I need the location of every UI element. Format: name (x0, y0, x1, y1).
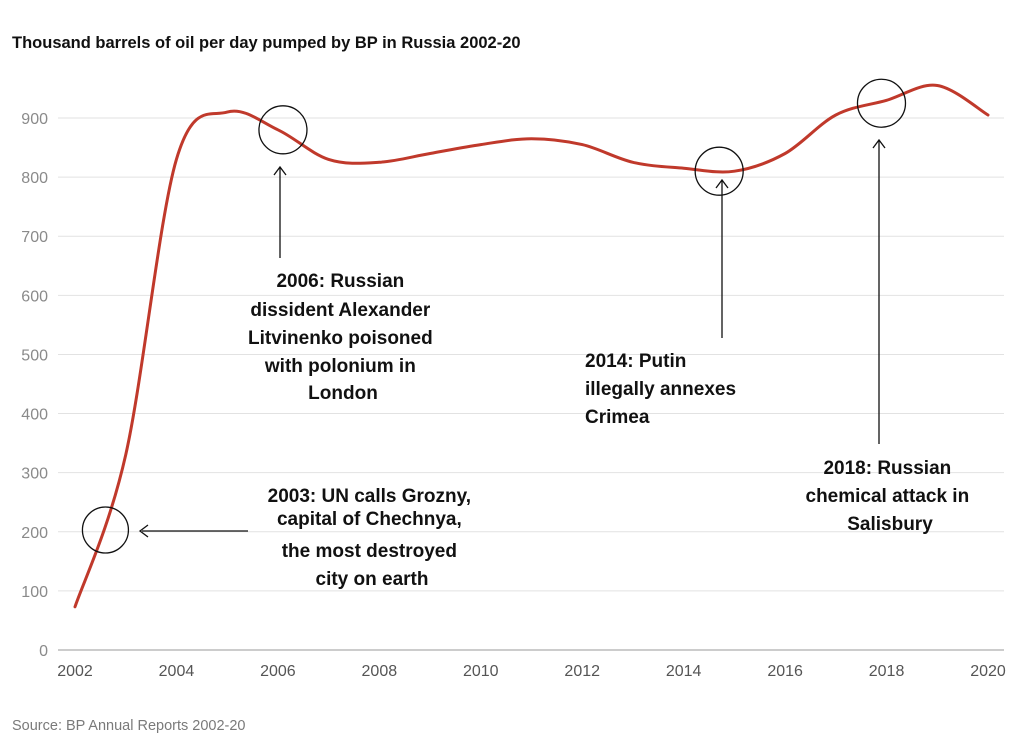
y-tick-label: 0 (39, 643, 48, 660)
annotation-circle-2003 (81, 506, 130, 554)
annotation-line: capital of Chechnya, (277, 509, 462, 530)
annotation-line: with polonium in (264, 356, 416, 377)
annotation-line: 2006: Russian (276, 271, 404, 292)
y-tick-label: 600 (21, 288, 48, 305)
annotation-2018: 2018: Russian chemical attack in Salisbu… (806, 78, 975, 535)
annotation-line: Salisbury (847, 514, 933, 535)
annotation-line: London (308, 383, 378, 404)
x-tick-label: 2016 (767, 663, 803, 680)
annotation-line: the most destroyed (282, 541, 457, 562)
annotation-line: 2003: UN calls Grozny, (268, 486, 471, 507)
annotation-line: dissident Alexander (250, 300, 430, 321)
arrowhead-icon (715, 178, 729, 189)
annotation-2014: 2014: Putin illegally annexes Crimea (585, 146, 744, 428)
y-tick-label: 800 (21, 170, 48, 187)
x-tick-label: 2010 (463, 663, 499, 680)
y-tick-label: 100 (21, 584, 48, 601)
x-tick-label: 2004 (159, 663, 195, 680)
annotation-line: city on earth (316, 569, 429, 590)
x-tick-label: 2018 (869, 663, 905, 680)
annotation-circle-2006 (258, 105, 308, 155)
annotation-circle-2014 (694, 146, 744, 196)
chart-title: Thousand barrels of oil per day pumped b… (12, 34, 521, 52)
x-axis-ticks: 2002 2004 2006 2008 2010 2012 2014 2016 2018 2020 (57, 663, 1006, 680)
x-tick-label: 2012 (564, 663, 600, 680)
series-line-oil-production (73, 83, 990, 609)
y-tick-label: 200 (21, 525, 48, 542)
arrowhead-icon (273, 165, 287, 176)
arrowhead-icon (872, 138, 886, 149)
x-tick-label: 2008 (362, 663, 398, 680)
annotation-circle-2018 (856, 78, 907, 128)
x-tick-label: 2002 (57, 663, 93, 680)
grid-lines (58, 117, 1004, 651)
y-tick-label: 300 (21, 466, 48, 483)
annotation-text-2014: 2014: Putin illegally annexes Crimea (585, 351, 741, 428)
annotation-line: Litvinenko poisoned (248, 328, 433, 349)
y-axis-ticks: 0 100 200 300 400 500 600 700 800 900 (21, 111, 48, 660)
x-tick-label: 2020 (970, 663, 1006, 680)
annotation-text-2003: 2003: UN calls Grozny, capital of Chechn… (268, 486, 477, 590)
annotation-line: Crimea (585, 407, 650, 428)
annotation-text-2006: 2006: Russian dissident Alexander Litvin… (248, 271, 438, 404)
x-tick-label: 2006 (260, 663, 296, 680)
y-tick-label: 400 (21, 407, 48, 424)
annotation-text-2018: 2018: Russian chemical attack in Salisbu… (806, 458, 975, 535)
annotation-2006: 2006: Russian dissident Alexander Litvin… (248, 105, 438, 404)
annotation-line: illegally annexes (585, 379, 736, 400)
y-tick-label: 900 (21, 111, 48, 128)
annotation-2003: 2003: UN calls Grozny, capital of Chechn… (81, 486, 477, 590)
annotation-line: 2018: Russian (823, 458, 951, 479)
annotation-line: chemical attack in (806, 486, 970, 507)
x-tick-label: 2014 (666, 663, 702, 680)
y-tick-label: 700 (21, 229, 48, 246)
y-tick-label: 500 (21, 347, 48, 364)
arrowhead-icon (138, 524, 149, 538)
source-note: Source: BP Annual Reports 2002-20 (12, 718, 246, 734)
annotation-line: 2014: Putin (585, 351, 686, 372)
